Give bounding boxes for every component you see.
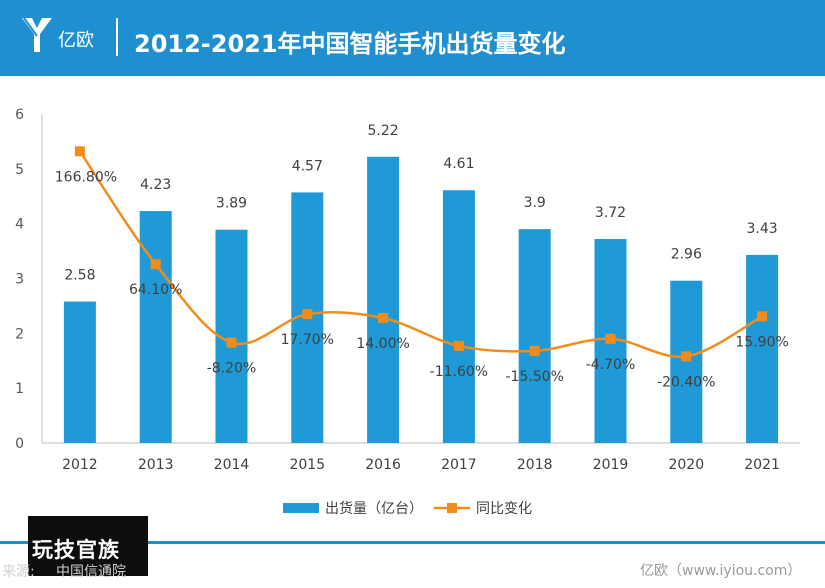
yoy-value-label: 17.70% <box>281 332 334 348</box>
x-tick-label: 2016 <box>365 457 401 473</box>
yoy-value-label: -8.20% <box>207 361 257 377</box>
yoy-marker <box>302 309 313 320</box>
yoy-value-label: -20.40% <box>657 374 715 390</box>
bar-value-label: 3.9 <box>524 195 546 211</box>
bar-value-label: 5.22 <box>368 123 399 139</box>
x-tick-label: 2012 <box>62 457 98 473</box>
chart-title: 2012-2021年中国智能手机出货量变化 <box>134 30 566 58</box>
bar-value-label: 3.72 <box>595 205 626 221</box>
yiou-logo-icon <box>22 17 52 52</box>
stamp-text: 玩技官族 <box>32 538 120 562</box>
legend-bar-label: 出货量（亿台） <box>325 500 423 517</box>
bar <box>746 254 779 443</box>
header-divider <box>116 18 118 56</box>
bar-value-label: 4.61 <box>443 156 474 172</box>
x-tick-label: 2019 <box>593 457 629 473</box>
y-tick-label: 2 <box>15 326 24 342</box>
brand-name: 亿欧 <box>58 30 94 51</box>
x-tick-label: 2014 <box>214 457 250 473</box>
x-tick-label: 2015 <box>289 457 325 473</box>
site-credit: 亿欧（www.iyiou.com） <box>640 563 802 579</box>
yoy-marker <box>605 333 616 344</box>
x-tick-label: 2017 <box>441 457 477 473</box>
footer-divider <box>0 541 825 544</box>
yoy-value-label: 14.00% <box>356 336 409 352</box>
y-tick-label: 1 <box>15 381 24 397</box>
yoy-value-label: 64.10% <box>129 282 182 298</box>
yoy-marker <box>150 259 161 270</box>
yoy-value-label: 166.80% <box>55 169 117 185</box>
bar-value-label: 4.23 <box>140 177 171 193</box>
bar <box>670 280 703 443</box>
bar-value-label: 2.58 <box>64 268 95 284</box>
watermark-stamp: 玩技官族 <box>28 516 148 576</box>
yoy-marker <box>757 311 768 322</box>
yoy-marker <box>74 146 85 157</box>
y-tick-label: 5 <box>15 162 24 178</box>
bar <box>442 190 475 443</box>
yoy-marker <box>378 312 389 323</box>
bar <box>139 211 172 443</box>
yoy-value-label: -11.60% <box>430 364 488 380</box>
yoy-line <box>78 150 763 359</box>
bar-value-label: 3.43 <box>747 221 778 237</box>
yoy-value-label: -4.70% <box>586 357 636 373</box>
yoy-marker <box>681 351 692 362</box>
yoy-value-label: -15.50% <box>505 369 563 385</box>
x-tick-label: 2021 <box>744 457 780 473</box>
legend-bar-swatch <box>283 503 319 513</box>
bar <box>63 301 96 443</box>
chart-area: 0 1 2 3 4 5 6 2.58 2012 4.23 2013 3.89 2014 4.57 2015 5… <box>15 107 800 517</box>
bar-value-label: 2.96 <box>671 247 702 263</box>
bar-value-label: 4.57 <box>292 158 323 174</box>
y-tick-label: 3 <box>15 272 24 288</box>
bar <box>518 229 551 443</box>
y-tick-label: 6 <box>15 107 24 123</box>
header-bar: 亿欧 2012-2021年中国智能手机出货量变化 <box>0 0 825 76</box>
bar-value-label: 3.89 <box>216 196 247 212</box>
yoy-value-label: 15.90% <box>735 334 788 350</box>
x-tick-label: 2013 <box>138 457 174 473</box>
legend-line-marker <box>447 503 457 513</box>
yoy-marker <box>529 345 540 356</box>
y-tick-label: 4 <box>15 217 24 233</box>
y-tick-label: 0 <box>15 436 24 452</box>
bar <box>367 156 400 443</box>
source-label: 来源: <box>2 564 35 580</box>
x-tick-label: 2018 <box>517 457 553 473</box>
legend-line-label: 同比变化 <box>476 501 532 517</box>
source-name: 中国信通院 <box>56 564 126 580</box>
yoy-marker <box>453 340 464 351</box>
yoy-marker <box>226 337 237 348</box>
x-tick-label: 2020 <box>668 457 704 473</box>
